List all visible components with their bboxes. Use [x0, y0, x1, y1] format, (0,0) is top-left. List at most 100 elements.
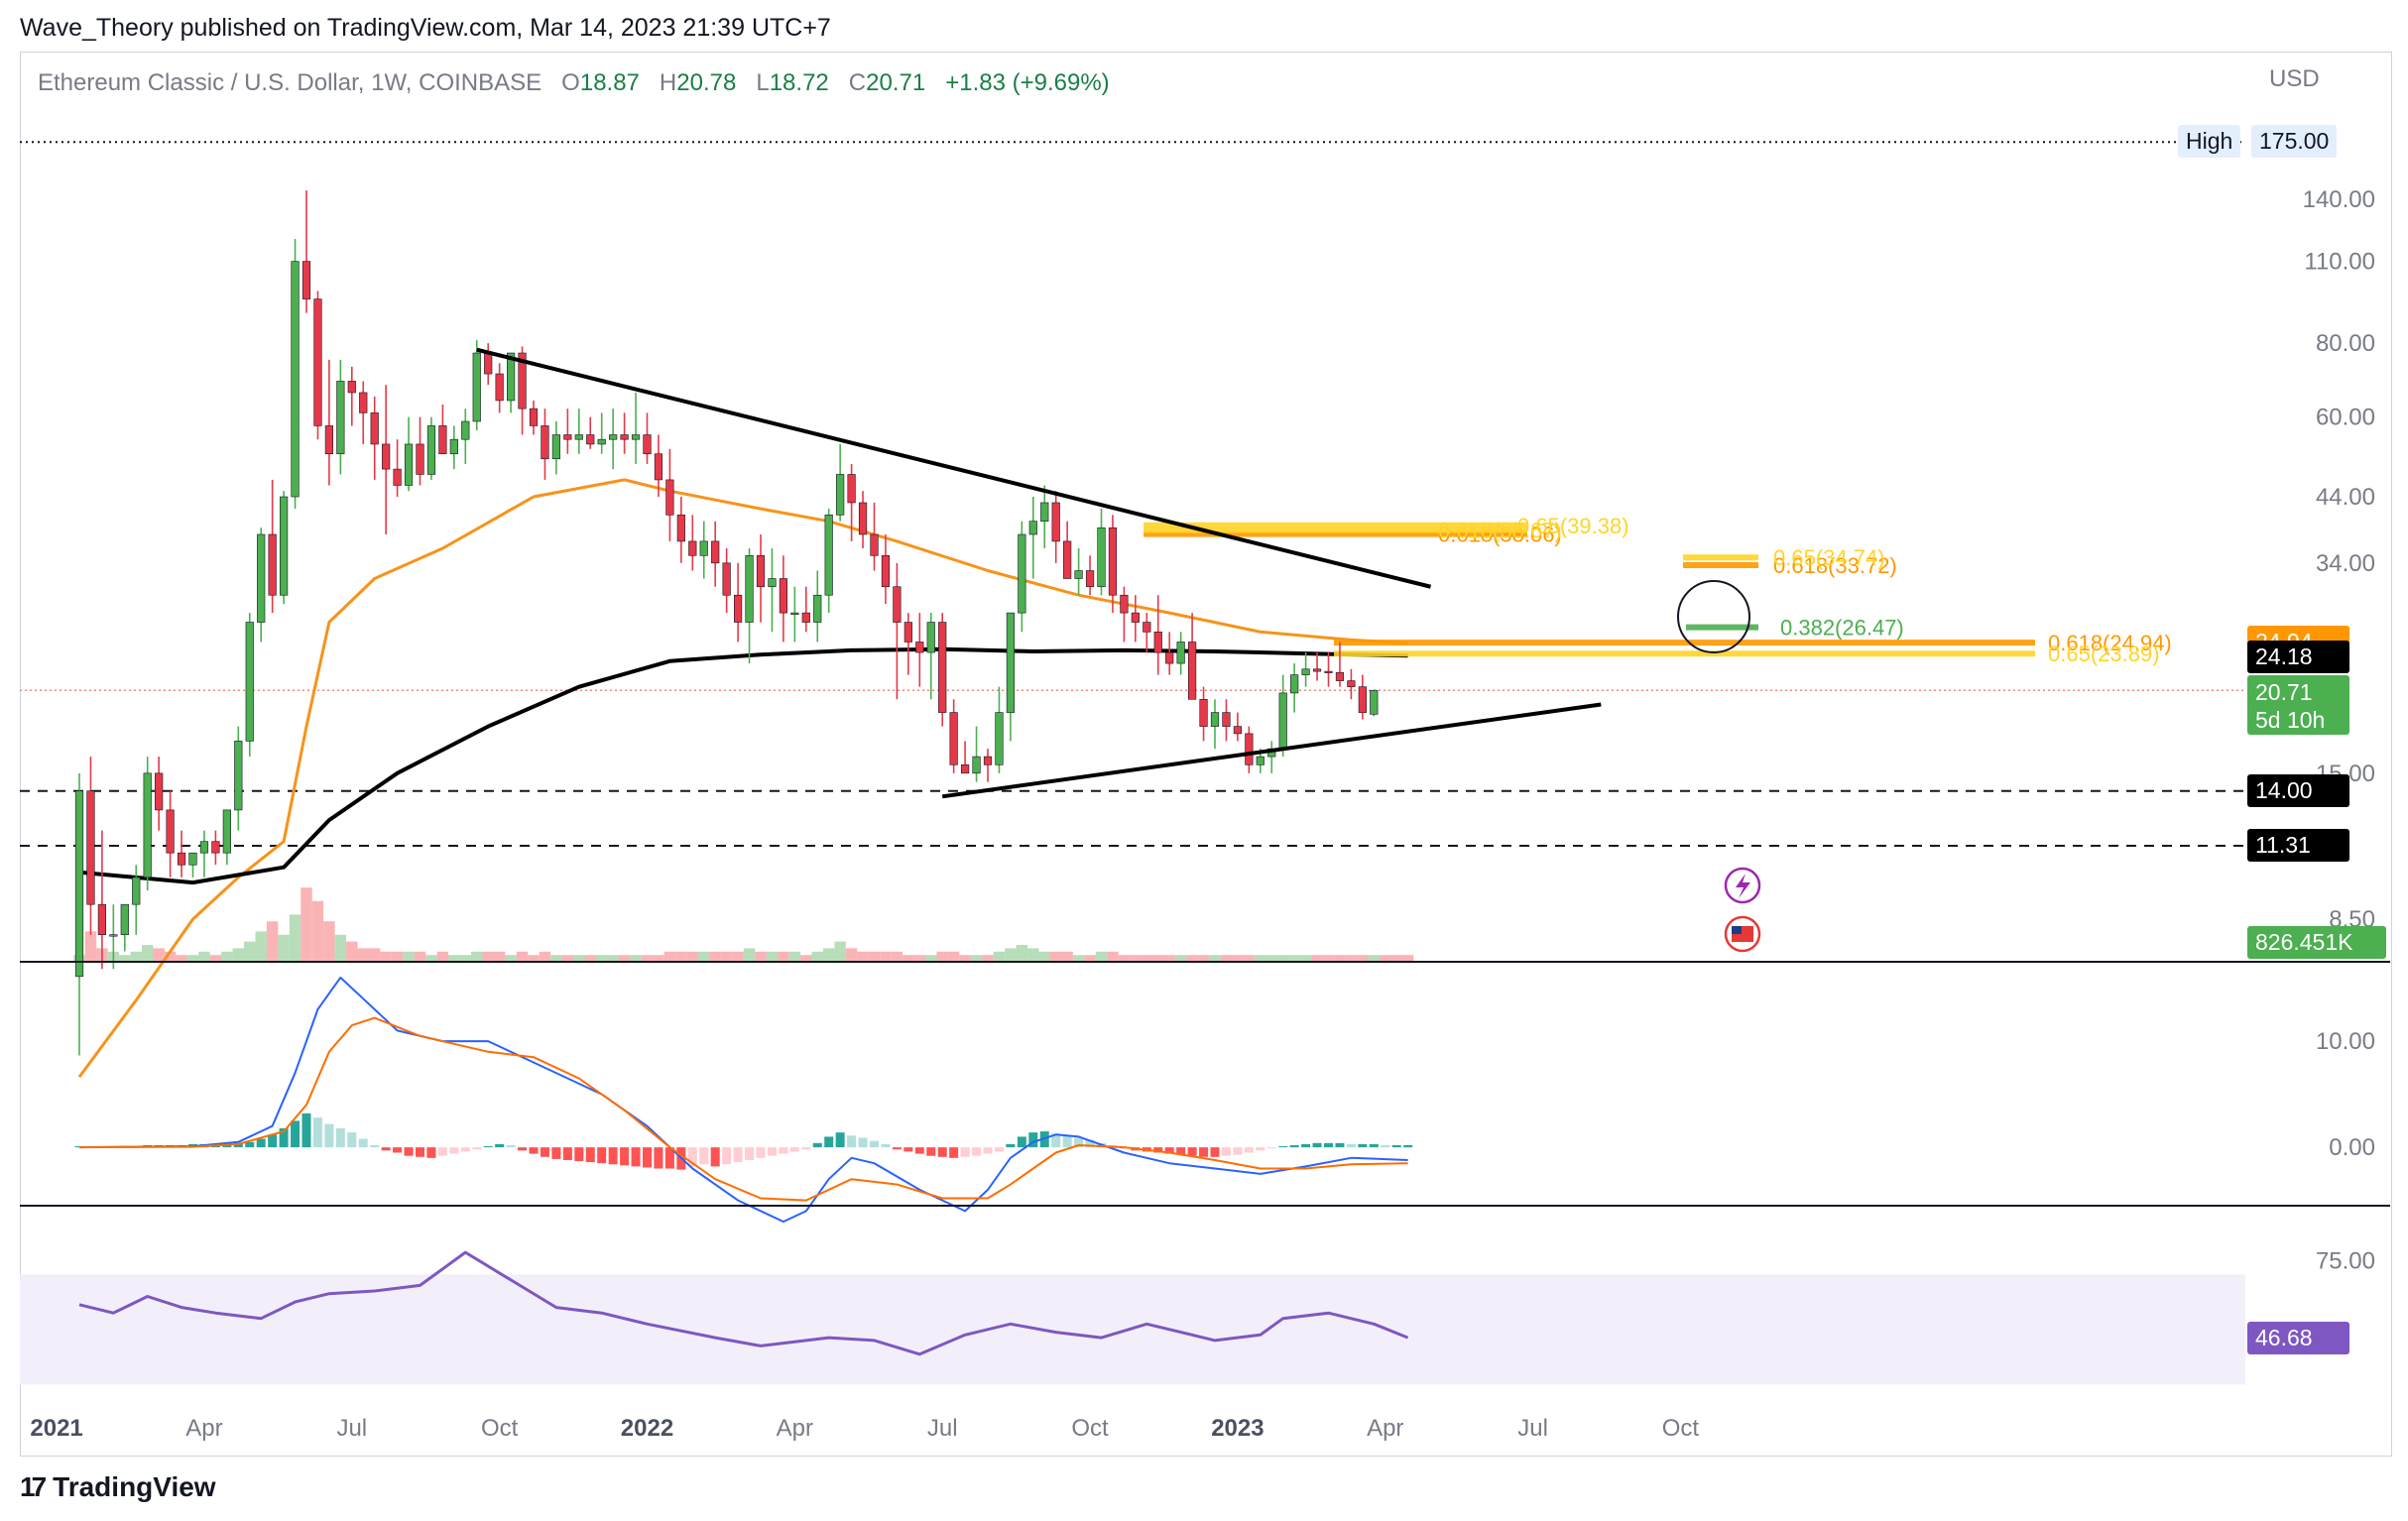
macd-histogram-bar — [881, 1143, 891, 1148]
volume-bar — [1130, 955, 1142, 962]
macd-histogram-bar — [597, 1147, 607, 1164]
macd-histogram-bar — [1244, 1147, 1254, 1153]
volume-bar — [1038, 951, 1050, 962]
volume-bar — [755, 951, 767, 962]
macd-histogram-bar — [1369, 1143, 1379, 1148]
candle-down — [915, 642, 924, 653]
volume-bar — [1276, 955, 1289, 962]
ohlc-high-value: 20.78 — [676, 69, 737, 96]
candle-down — [1358, 686, 1367, 713]
candle-up — [279, 496, 289, 596]
sma-200-line — [78, 646, 1408, 885]
ema-50-line — [77, 478, 1408, 1078]
macd-histogram-bar — [1210, 1147, 1220, 1157]
time-tick-label: 2022 — [621, 1415, 673, 1442]
macd-histogram-bar — [801, 1147, 811, 1150]
candle-up — [291, 261, 300, 498]
fib-level-label: 0.65(39.38) — [1517, 514, 1629, 538]
volume-bar — [1209, 955, 1221, 962]
macd-histogram-bar — [1085, 1139, 1095, 1148]
volume-bar — [720, 951, 733, 962]
candle-up — [972, 756, 981, 774]
candle-up — [768, 578, 777, 588]
volume-bar — [311, 900, 324, 962]
macd-signal-line — [78, 1016, 1408, 1202]
volume-bar — [653, 955, 664, 962]
candle-down — [870, 533, 879, 556]
macd-histogram-bar — [1381, 1144, 1390, 1148]
fib-level-label: 0.65(23.89) — [2048, 642, 2160, 666]
candle-down — [166, 809, 175, 854]
candle-down — [1199, 698, 1208, 727]
macd-histogram-bar — [449, 1147, 459, 1154]
macd-histogram-bar — [779, 1147, 788, 1154]
volume-bar — [607, 955, 619, 962]
candle-up — [120, 903, 129, 936]
volume-bar — [289, 914, 301, 962]
flag-icon-canton — [1732, 926, 1742, 934]
volume-bar — [1390, 955, 1402, 962]
candle-up — [1074, 570, 1083, 579]
volume-bar — [425, 955, 437, 962]
volume-bar — [493, 951, 506, 962]
us-flag-event-icon — [1724, 915, 1761, 953]
volume-bar — [403, 951, 415, 962]
symbol-legend[interactable]: Ethereum Classic / U.S. Dollar, 1W, COIN… — [38, 69, 1110, 97]
candle-up — [995, 712, 1004, 765]
high-label-tag: High — [2178, 125, 2241, 159]
candle-up — [336, 381, 345, 455]
volume-bar — [528, 955, 540, 962]
candle-up — [836, 474, 845, 516]
candle-down — [722, 562, 731, 596]
volume-bar — [573, 955, 585, 962]
candle-down — [1233, 726, 1242, 735]
candle-up — [426, 425, 436, 475]
macd-histogram-bar — [835, 1132, 845, 1148]
volume-bar — [176, 955, 187, 962]
time-tick-label: Jul — [1517, 1415, 1548, 1442]
macd-histogram-bar — [1278, 1146, 1288, 1148]
candle-down — [518, 352, 527, 410]
volume-bar — [1232, 955, 1244, 962]
macd-histogram-bar — [245, 1141, 255, 1148]
macd-histogram-bar — [1199, 1147, 1209, 1157]
candle-down — [1153, 632, 1162, 653]
candle-down — [416, 443, 424, 475]
high-value-tag: 175.00 — [2251, 125, 2338, 159]
candle-down — [643, 434, 652, 455]
candle-down — [983, 756, 993, 765]
volume-bar — [164, 951, 177, 962]
candle-down — [756, 555, 766, 588]
candle-up — [1018, 533, 1026, 614]
candle-down — [529, 408, 539, 426]
candle-down — [324, 425, 334, 455]
ohlc-low-value: 18.72 — [769, 69, 829, 96]
macd-histogram-bar — [279, 1127, 289, 1148]
price-tick-label: 60.00 — [2316, 405, 2375, 431]
time-tick-label: Apr — [185, 1415, 222, 1442]
macd-histogram-bar — [540, 1147, 549, 1157]
price-change: +1.83 (+9.69%) — [945, 69, 1110, 96]
volume-bar — [414, 951, 426, 962]
last-price-tag: 20.71 5d 10h — [2247, 675, 2349, 736]
candle-down — [1335, 671, 1345, 681]
macd-histogram-bar — [870, 1140, 879, 1148]
candle-up — [1040, 502, 1049, 523]
candle-down — [779, 578, 787, 614]
candle-up — [1290, 674, 1299, 694]
volume-bar — [766, 951, 779, 962]
chart-frame — [20, 52, 2392, 1457]
price-tick-label: 44.00 — [2316, 484, 2375, 511]
volume-bar — [357, 948, 369, 962]
volume-bar — [278, 934, 290, 962]
macd-histogram-bar — [1039, 1131, 1049, 1148]
volume-bar — [323, 921, 335, 962]
symbol-name: Ethereum Classic / U.S. Dollar, 1W, COIN… — [38, 69, 542, 96]
macd-histogram-bar — [1266, 1147, 1276, 1149]
tradingview-logo[interactable]: 17 TradingView — [20, 1471, 216, 1503]
candle-up — [74, 790, 84, 978]
candle-down — [393, 468, 402, 486]
volume-bar — [834, 941, 846, 962]
currency-label[interactable]: USD — [2269, 65, 2320, 92]
